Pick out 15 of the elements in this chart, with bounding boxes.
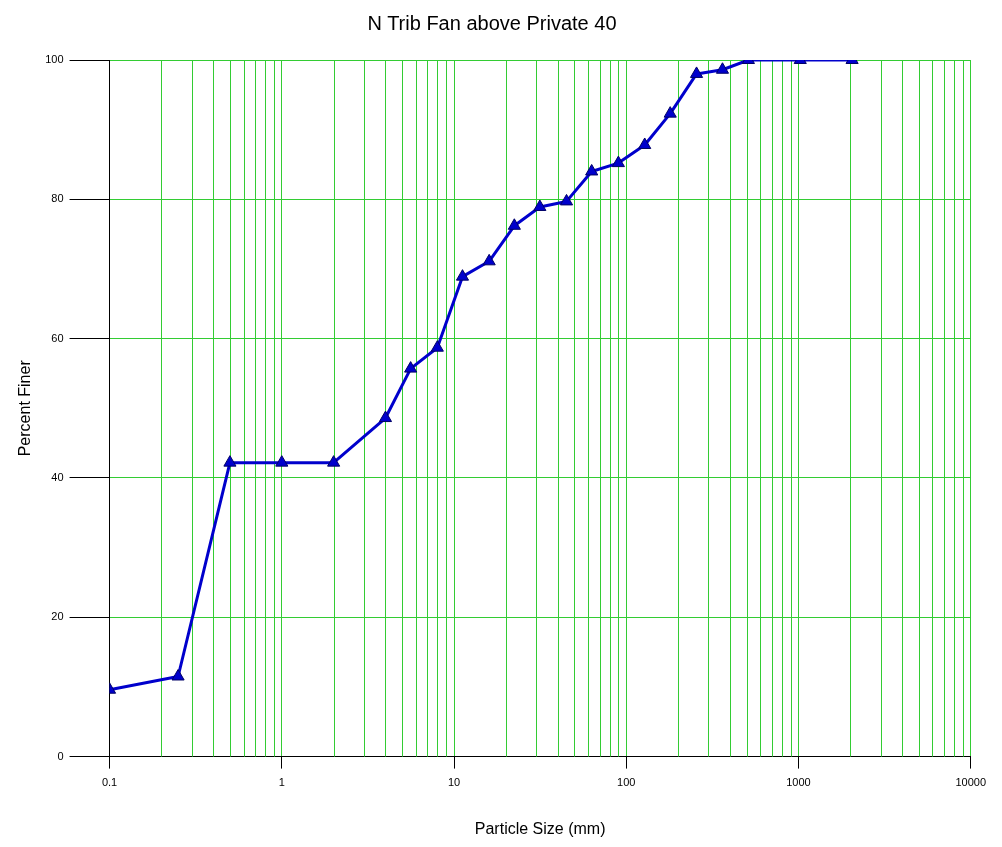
x-tick-label: 10000 xyxy=(955,776,986,789)
y-tick-label: 20 xyxy=(51,610,64,623)
x-tick-label: 1000 xyxy=(786,776,811,789)
x-tick-label: 1 xyxy=(278,776,285,789)
y-tick-label: 0 xyxy=(57,749,64,762)
x-tick-label: 100 xyxy=(617,776,636,789)
x-tick-label: 10 xyxy=(447,776,461,789)
x-tick-label: 0.1 xyxy=(101,776,118,789)
y-tick-label: 40 xyxy=(51,470,64,483)
y-axis-title: Percent Finer xyxy=(16,359,34,457)
chart-title: N Trib Fan above Private 40 xyxy=(367,11,617,34)
y-tick-label: 100 xyxy=(45,53,64,66)
y-tick-label: 60 xyxy=(51,331,64,344)
x-axis-title: Particle Size (mm) xyxy=(474,819,606,837)
y-tick-label: 80 xyxy=(51,192,64,205)
